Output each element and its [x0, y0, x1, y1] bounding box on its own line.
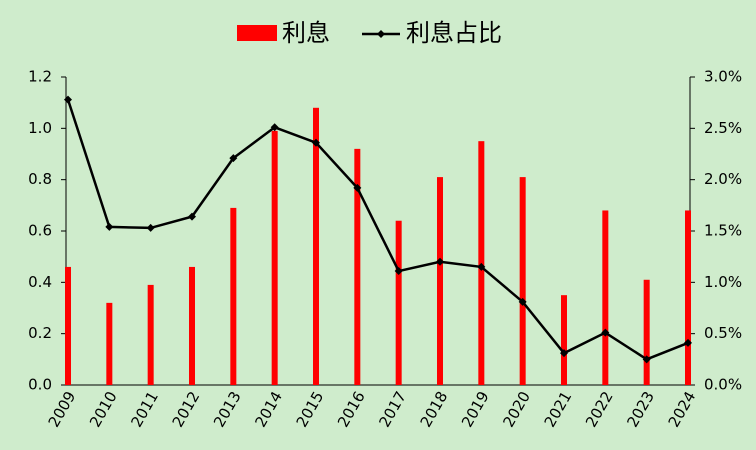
- x-tick-label: 2023: [623, 388, 658, 430]
- line-marker: [229, 154, 238, 163]
- y-tick-label: 0.4: [28, 273, 52, 291]
- bar: [395, 220, 402, 385]
- line-marker: [642, 355, 651, 364]
- line-marker: [477, 262, 486, 271]
- line-marker: [270, 123, 279, 132]
- bar: [271, 130, 278, 385]
- x-tick-label: 2016: [334, 388, 369, 430]
- y2-tick-label: 3.0%: [704, 68, 742, 86]
- bar: [147, 284, 154, 385]
- legend-label: 利息: [282, 19, 330, 47]
- line-marker: [560, 349, 568, 358]
- y2-tick-label: 2.0%: [704, 170, 742, 188]
- line-marker: [684, 338, 692, 347]
- bar: [65, 266, 71, 385]
- bar: [106, 302, 113, 385]
- bar: [519, 177, 526, 385]
- y2-tick-label: 1.0%: [704, 273, 742, 291]
- y-tick-label: 1.0: [28, 119, 52, 137]
- bar: [313, 107, 319, 386]
- x-tick-label: 2010: [86, 388, 121, 430]
- x-tick-label: 2015: [293, 388, 328, 430]
- y-tick-label: 0.8: [28, 170, 52, 188]
- line-marker: [353, 183, 362, 192]
- line-marker: [64, 95, 72, 104]
- y-tick-label: 0.0: [28, 376, 52, 394]
- x-tick-label: 2017: [375, 388, 410, 430]
- y-tick-label: 1.2: [28, 68, 52, 86]
- x-tick-label: 2011: [127, 388, 162, 430]
- x-tick-label: 2018: [417, 388, 452, 430]
- x-tick-label: 2009: [45, 388, 80, 430]
- line-marker: [436, 257, 444, 266]
- line: [66, 99, 689, 361]
- line-marker: [146, 223, 155, 232]
- bar: [561, 295, 567, 385]
- x-tick-label: 2019: [458, 388, 493, 430]
- y-tick-label: 0.6: [28, 222, 52, 240]
- bar: [189, 266, 195, 385]
- bar: [643, 279, 650, 385]
- line-marker: [601, 328, 610, 337]
- y2-tick-label: 1.5%: [704, 222, 742, 240]
- x-tick-label: 2014: [251, 388, 286, 430]
- x-tick-label: 2022: [582, 388, 617, 430]
- y2-tick-label: 0.0%: [704, 376, 742, 394]
- line-marker: [394, 267, 403, 276]
- y2-tick-label: 2.5%: [704, 119, 742, 137]
- legend-marker: [377, 30, 385, 38]
- bar: [685, 210, 691, 385]
- bar: [602, 210, 609, 385]
- y2-tick-label: 0.5%: [704, 324, 742, 342]
- x-tick-label: 2020: [499, 388, 534, 430]
- line-marker: [105, 222, 114, 231]
- legend-label: 利息占比: [406, 19, 502, 47]
- legend-swatch: [237, 25, 277, 41]
- bar: [354, 148, 361, 385]
- y-tick-label: 0.2: [28, 324, 52, 342]
- line-marker: [188, 212, 196, 221]
- bar: [437, 177, 443, 385]
- x-tick-label: 2021: [541, 388, 576, 430]
- bar: [230, 207, 237, 385]
- line-marker: [518, 297, 527, 306]
- x-tick-label: 2024: [665, 388, 700, 430]
- x-tick-label: 2013: [210, 388, 245, 430]
- line-marker: [312, 138, 320, 147]
- x-tick-label: 2012: [169, 388, 204, 430]
